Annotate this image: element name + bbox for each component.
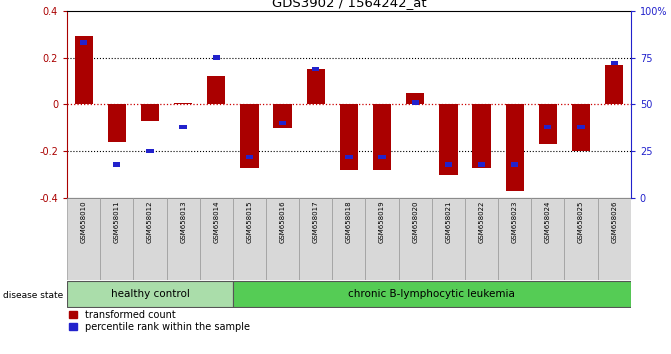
Bar [141, 104, 159, 121]
Bar [100, 198, 134, 280]
Text: GSM658020: GSM658020 [412, 201, 418, 243]
Bar [572, 104, 590, 152]
Bar [332, 198, 366, 280]
Bar [213, 56, 220, 59]
Title: GDS3902 / 1564242_at: GDS3902 / 1564242_at [272, 0, 426, 10]
Bar [266, 198, 299, 280]
Bar [146, 149, 154, 153]
Bar [108, 104, 126, 142]
Bar [539, 104, 557, 144]
Bar [378, 155, 386, 159]
Bar [577, 125, 584, 129]
Bar [445, 162, 452, 167]
Bar [432, 198, 465, 280]
Text: GSM658012: GSM658012 [147, 201, 153, 243]
Text: GSM658013: GSM658013 [180, 201, 186, 243]
Text: GSM658021: GSM658021 [446, 201, 452, 243]
Bar [373, 104, 391, 170]
Text: GSM658014: GSM658014 [213, 201, 219, 243]
Text: GSM658023: GSM658023 [512, 201, 518, 243]
Text: GSM658022: GSM658022 [478, 201, 484, 243]
Text: GSM658015: GSM658015 [246, 201, 252, 243]
Bar [605, 64, 623, 104]
Bar [200, 198, 233, 280]
Text: GSM658024: GSM658024 [545, 201, 551, 243]
Bar [598, 198, 631, 280]
Bar [74, 36, 93, 104]
Bar [174, 103, 193, 104]
Text: GSM658019: GSM658019 [379, 201, 385, 243]
Bar [299, 198, 332, 280]
Bar [307, 69, 325, 104]
Bar [564, 198, 598, 280]
Bar [399, 198, 432, 280]
Bar [531, 198, 564, 280]
Bar [498, 198, 531, 280]
Bar [440, 104, 458, 175]
Bar [240, 104, 258, 168]
Bar [113, 162, 121, 167]
Text: disease state: disease state [3, 291, 64, 300]
Text: GSM658018: GSM658018 [346, 201, 352, 243]
Bar [207, 76, 225, 104]
Bar [80, 40, 87, 45]
Bar [274, 104, 292, 128]
Legend: transformed count, percentile rank within the sample: transformed count, percentile rank withi… [68, 309, 250, 333]
Text: GSM658025: GSM658025 [578, 201, 584, 243]
Bar [134, 198, 166, 280]
Bar [346, 155, 352, 159]
Bar [67, 198, 100, 280]
Bar [478, 162, 485, 167]
Bar [180, 125, 187, 129]
Text: GSM658011: GSM658011 [114, 201, 120, 243]
Bar [67, 281, 233, 307]
Bar [465, 198, 498, 280]
Text: GSM658010: GSM658010 [81, 201, 87, 243]
Text: healthy control: healthy control [111, 289, 189, 299]
Bar [406, 93, 424, 104]
Bar [166, 198, 200, 280]
Bar [340, 104, 358, 170]
Bar [312, 67, 319, 71]
Bar [511, 162, 518, 167]
Bar [505, 104, 524, 191]
Bar [366, 198, 399, 280]
Bar [472, 104, 491, 168]
Bar [246, 155, 253, 159]
Bar [233, 281, 631, 307]
Text: GSM658026: GSM658026 [611, 201, 617, 243]
Text: GSM658016: GSM658016 [280, 201, 286, 243]
Bar [611, 61, 618, 65]
Bar [544, 125, 552, 129]
Bar [233, 198, 266, 280]
Text: chronic B-lymphocytic leukemia: chronic B-lymphocytic leukemia [348, 289, 515, 299]
Bar [279, 121, 287, 125]
Bar [411, 101, 419, 105]
Text: GSM658017: GSM658017 [313, 201, 319, 243]
